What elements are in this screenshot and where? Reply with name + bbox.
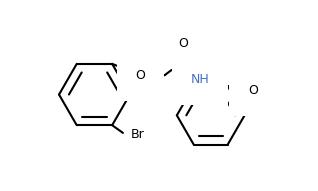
Text: O: O	[136, 69, 146, 82]
Text: Br: Br	[131, 128, 144, 141]
Text: NH: NH	[190, 73, 209, 86]
Text: O: O	[248, 84, 258, 97]
Text: O: O	[178, 37, 188, 50]
